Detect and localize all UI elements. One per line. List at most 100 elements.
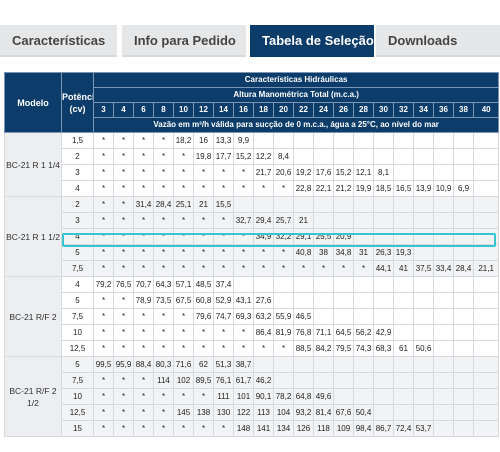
flow-cell [413, 292, 434, 309]
flow-cell [293, 132, 314, 149]
flow-cell: 32,2 [273, 228, 294, 245]
flow-cell: * [173, 244, 194, 261]
table-row: 3 * * * * * * * 32,7 29,4 25,7 21 [5, 212, 500, 229]
flow-cell: 33,4 [433, 260, 454, 277]
flow-cell: * [153, 404, 174, 421]
table-row: BC-21 R/F 2 1/2 5 99,5 95,9 88,4 80,3 71,6 62 51… [4, 356, 500, 437]
flow-cell [313, 212, 334, 229]
flow-cell [393, 212, 414, 229]
flow-cell [472, 420, 500, 437]
power-cell: 1,5 [61, 132, 94, 149]
flow-cell [253, 132, 274, 149]
flow-cell [393, 356, 414, 373]
flow-cell [333, 372, 354, 389]
flow-cell: * [253, 260, 274, 277]
flow-cell: 72,4 [393, 420, 414, 437]
flow-cell: 71,6 [173, 356, 194, 373]
height-col-header: 36 [433, 102, 454, 118]
flow-cell [393, 308, 414, 325]
flow-cell: * [233, 180, 254, 197]
flow-cell [453, 276, 474, 293]
flow-cell: * [173, 164, 194, 181]
flow-cell: * [233, 164, 254, 181]
flow-cell: * [213, 212, 234, 229]
height-col-header: 28 [353, 102, 374, 118]
flow-cell [393, 196, 414, 213]
tab-tabela-de-selecao[interactable]: Tabela de Seleção [250, 25, 374, 57]
header-flow-note: Vazão em m³/h válida para sucção de 0 m.… [92, 117, 500, 133]
flow-cell [273, 372, 294, 389]
flow-cell [393, 132, 414, 149]
flow-cell: 48,5 [193, 276, 214, 293]
height-col-header: 24 [313, 102, 334, 118]
flow-cell: * [153, 324, 174, 341]
flow-cell: * [113, 164, 134, 181]
flow-cell: * [133, 260, 154, 277]
flow-cell: 78,9 [133, 292, 154, 309]
flow-cell [453, 148, 474, 165]
flow-cell: 90,1 [253, 388, 274, 405]
flow-cell [413, 212, 434, 229]
tab-caracteristicas[interactable]: Características [0, 25, 117, 57]
flow-cell [413, 132, 434, 149]
table-row: 2 * * * * * 19,8 17,7 15,2 12,2 8,4 [5, 148, 500, 165]
flow-cell: * [193, 212, 214, 229]
flow-cell [472, 196, 500, 213]
flow-cell: 134 [273, 420, 294, 437]
flow-cell: 38,7 [233, 356, 254, 373]
flow-cell [453, 404, 474, 421]
flow-cell [353, 388, 374, 405]
tab-info-para-pedido[interactable]: Info para Pedido [122, 25, 246, 57]
power-cell: 5 [61, 244, 94, 261]
flow-cell [433, 244, 454, 261]
flow-cell [333, 292, 354, 309]
header-model: Modelo [4, 72, 62, 133]
flow-cell: 99,5 [93, 356, 114, 373]
flow-cell: 138 [193, 404, 214, 421]
flow-cell: * [153, 388, 174, 405]
flow-cell [353, 196, 374, 213]
flow-cell: 88,5 [293, 340, 314, 357]
header-height: Altura Manométrica Total (m.c.a.) [92, 87, 500, 103]
flow-cell: 21,1 [472, 260, 500, 277]
power-cell: 15 [61, 420, 94, 437]
flow-cell: 111 [213, 388, 234, 405]
flow-cell [253, 356, 274, 373]
flow-cell: 6,9 [453, 180, 474, 197]
flow-cell: 28,4 [153, 196, 174, 213]
flow-cell [313, 132, 334, 149]
flow-cell [273, 276, 294, 293]
flow-cell [433, 340, 454, 357]
flow-cell [413, 164, 434, 181]
flow-cell: * [113, 324, 134, 341]
power-cell: 12,5 [61, 404, 94, 421]
flow-cell: 50,4 [353, 404, 374, 421]
height-col-header: 30 [373, 102, 394, 118]
flow-cell [413, 196, 434, 213]
flow-cell: * [213, 420, 234, 437]
flow-cell: 19,9 [353, 180, 374, 197]
flow-cell: 15,5 [213, 196, 234, 213]
flow-cell: 67,5 [173, 292, 194, 309]
flow-cell [373, 308, 394, 325]
power-cell: 3 [61, 164, 94, 181]
flow-cell: 86,7 [373, 420, 394, 437]
flow-cell [353, 372, 374, 389]
flow-cell: * [93, 404, 114, 421]
flow-cell [413, 228, 434, 245]
tab-downloads[interactable]: Downloads [376, 25, 500, 57]
flow-cell: * [93, 196, 114, 213]
flow-cell [333, 276, 354, 293]
flow-cell: * [113, 340, 134, 357]
flow-cell [413, 404, 434, 421]
flow-cell: * [213, 180, 234, 197]
flow-cell [373, 228, 394, 245]
flow-cell [453, 308, 474, 325]
model-cell: BC-21 R/F 2 1/2 [4, 356, 62, 437]
flow-cell: * [153, 132, 174, 149]
power-cell: 7,5 [61, 308, 94, 325]
flow-cell: * [193, 164, 214, 181]
flow-cell: * [233, 340, 254, 357]
flow-cell: 25,1 [173, 196, 194, 213]
model-cell: BC-21 R 1 1/2 [4, 196, 62, 277]
